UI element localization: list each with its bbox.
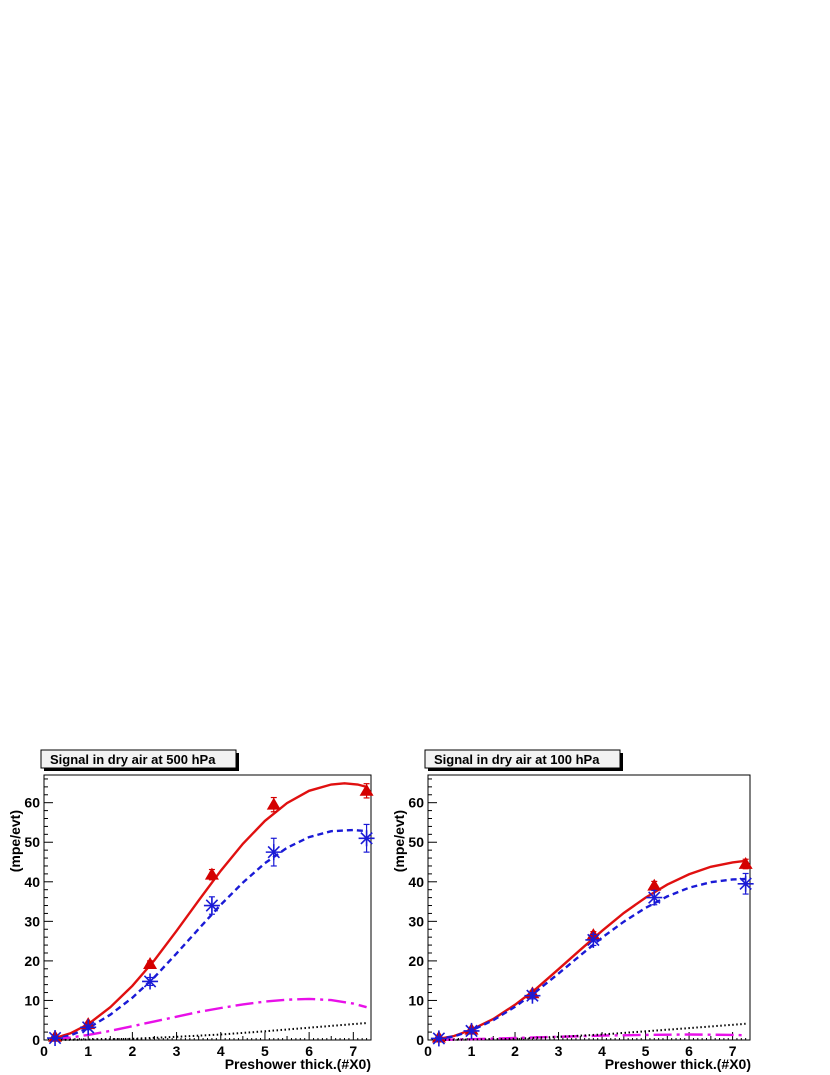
data-markers — [47, 783, 375, 1047]
left-chart-panel: Signal in dry air at 500 hPa 0 1 2 3 4 5 6 7 0 1… — [7, 749, 375, 1072]
fit-curves — [436, 859, 746, 1042]
y-tick-label: 20 — [24, 953, 40, 969]
y-tick-label: 40 — [24, 874, 40, 890]
x-axis-title: Preshower thick.(#X0) — [225, 1056, 371, 1072]
triangle-marker — [204, 867, 219, 880]
y-tick-label: 0 — [416, 1032, 424, 1048]
y-axis: 0 10 20 30 40 50 60 — [24, 778, 53, 1048]
asterisk-stroke — [360, 832, 373, 845]
triangle-marker — [359, 783, 374, 796]
y-axis-title: (mpe/evt) — [391, 810, 407, 872]
triangle-marker — [738, 856, 753, 869]
x-axis: 0 1 2 3 4 5 6 7 — [424, 1032, 751, 1059]
asterisk-stroke — [48, 1031, 62, 1045]
fit-curve-dashed — [52, 828, 367, 1041]
y-tick-label: 10 — [24, 992, 40, 1008]
asterisk-stroke — [587, 933, 600, 947]
y-axis: 0 10 20 30 40 50 60 — [408, 778, 437, 1048]
chart-title: Signal in dry air at 500 hPa — [50, 752, 216, 767]
fit-curve-dotted — [436, 1022, 746, 1041]
x-tick-label: 7 — [729, 1043, 737, 1059]
title-box — [424, 749, 621, 769]
x-tick-label: 1 — [468, 1043, 476, 1059]
triangle-marker — [266, 797, 281, 810]
x-tick-label: 3 — [173, 1043, 181, 1059]
asterisk-stroke — [526, 989, 539, 1002]
fit-curve-dashdot — [52, 997, 367, 1041]
y-tick-label: 20 — [408, 953, 424, 969]
x-tick-label: 0 — [40, 1043, 48, 1059]
asterisk-marker — [203, 897, 220, 914]
fit-curve-dashdot — [436, 1033, 746, 1042]
fit-curve-solid — [52, 782, 367, 1040]
fit-curve-dashed — [436, 877, 746, 1041]
plot-frame — [427, 774, 751, 1041]
asterisk-marker — [80, 1019, 97, 1036]
asterisk-stroke — [205, 899, 219, 912]
asterisk-stroke — [81, 1021, 95, 1034]
triangle-marker — [647, 878, 662, 891]
y-tick-label: 30 — [408, 913, 424, 929]
x-tick-label: 6 — [685, 1043, 693, 1059]
asterisk-marker — [430, 1030, 447, 1047]
y-tick-label: 30 — [24, 913, 40, 929]
x-tick-label: 5 — [261, 1043, 269, 1059]
x-tick-label: 6 — [305, 1043, 313, 1059]
asterisk-marker — [585, 931, 602, 948]
x-tick-label: 2 — [128, 1043, 136, 1059]
asterisk-stroke — [267, 845, 281, 859]
asterisk-stroke — [739, 877, 752, 890]
asterisk-marker — [358, 830, 375, 847]
y-tick-label: 40 — [408, 874, 424, 890]
y-tick-label: 50 — [24, 834, 40, 850]
y-tick-label: 60 — [24, 795, 40, 811]
x-tick-label: 5 — [642, 1043, 650, 1059]
chart-title: Signal in dry air at 100 hPa — [434, 752, 600, 767]
triangle-marker — [143, 957, 158, 969]
x-axis-title: Preshower thick.(#X0) — [605, 1056, 751, 1072]
x-tick-label: 0 — [424, 1043, 432, 1059]
fit-curve-solid — [436, 859, 746, 1041]
fit-curve-dotted — [52, 1022, 367, 1041]
y-tick-label: 10 — [408, 992, 424, 1008]
x-tick-label: 2 — [511, 1043, 519, 1059]
x-tick-label: 7 — [349, 1043, 357, 1059]
asterisk-stroke — [648, 891, 661, 904]
asterisk-marker — [524, 987, 541, 1004]
x-tick-label: 4 — [217, 1043, 225, 1059]
x-tick-label: 3 — [555, 1043, 563, 1059]
asterisk-marker — [646, 889, 663, 906]
asterisk-stroke — [465, 1024, 478, 1038]
asterisk-marker — [463, 1022, 480, 1039]
y-tick-label: 60 — [408, 795, 424, 811]
asterisk-marker — [142, 973, 159, 990]
x-tick-label: 4 — [598, 1043, 606, 1059]
asterisk-marker — [265, 844, 282, 861]
right-chart-panel: Signal in dry air at 100 hPa 0 1 2 3 4 5 6 7 0 1… — [391, 749, 754, 1072]
data-markers — [430, 856, 754, 1047]
asterisk-stroke — [143, 975, 157, 988]
y-tick-label: 0 — [32, 1032, 40, 1048]
x-tick-label: 1 — [84, 1043, 92, 1059]
y-tick-label: 50 — [408, 834, 424, 850]
asterisk-marker — [737, 875, 754, 892]
title-box — [40, 749, 237, 769]
y-axis-title: (mpe/evt) — [7, 810, 23, 872]
asterisk-marker — [47, 1030, 64, 1047]
fit-curves — [52, 782, 367, 1041]
asterisk-stroke — [432, 1032, 446, 1045]
